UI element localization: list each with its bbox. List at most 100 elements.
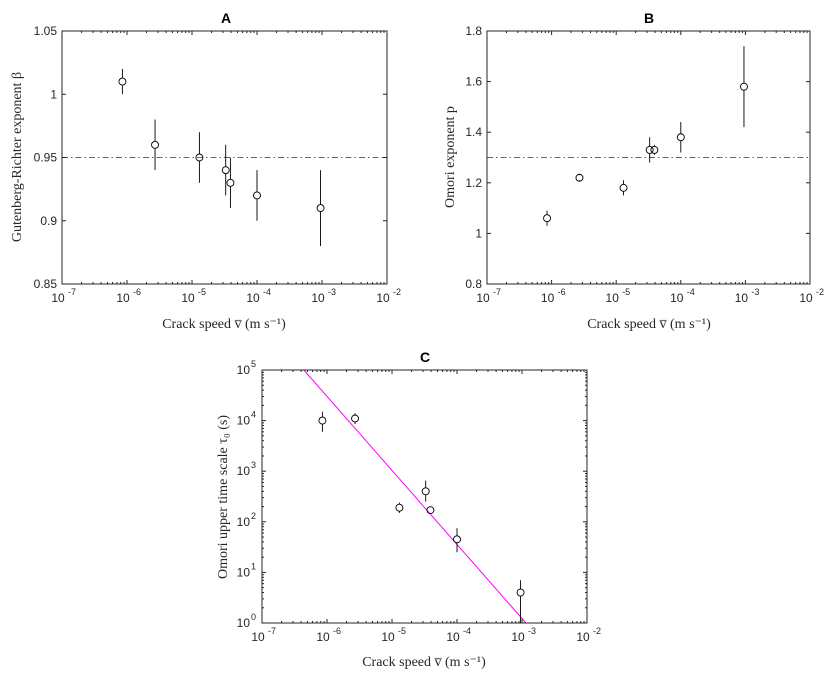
x-tick-exponent: -4 xyxy=(687,287,695,297)
x-tick-label: 10 xyxy=(576,630,590,644)
data-point xyxy=(740,82,748,91)
data-point xyxy=(195,153,204,162)
x-tick-label: 10 xyxy=(476,291,490,305)
data-point xyxy=(426,506,435,515)
data-point xyxy=(351,414,359,423)
panel-a: A 10 -7 10 -6 10 -5 10 -4 10 -3 10 -20.850.90.9511.… xyxy=(10,10,401,332)
data-point xyxy=(650,145,659,154)
data-point xyxy=(619,183,628,192)
y-tick-label: 0.85 xyxy=(34,277,58,291)
data-point xyxy=(318,416,327,425)
data-point xyxy=(221,166,230,175)
x-tick-exponent: -5 xyxy=(198,287,206,297)
x-tick-label: 10 xyxy=(116,291,130,305)
data-point xyxy=(395,503,404,512)
panel-b: B 10 -7 10 -6 10 -5 10 -4 10 -3 10 -20.811.21.41.61… xyxy=(443,10,824,332)
panel-a-title: A xyxy=(221,10,231,26)
data-point xyxy=(118,77,127,86)
x-tick-exponent: -6 xyxy=(333,626,341,636)
y-tick-exponent: 4 xyxy=(251,410,256,420)
x-tick-label: 10 xyxy=(799,291,813,305)
x-tick-label: 10 xyxy=(735,291,749,305)
y-tick-label: 1 xyxy=(50,87,57,101)
y-tick-label: 10 xyxy=(237,515,251,529)
x-tick-exponent: -4 xyxy=(263,287,271,297)
data-point xyxy=(676,133,685,142)
y-tick-label: 1.6 xyxy=(465,75,482,89)
x-tick-label: 10 xyxy=(670,291,684,305)
data-point xyxy=(151,140,159,149)
panel-c-xlabel: Crack speed v̅ (m s⁻¹) xyxy=(362,655,486,670)
data-point xyxy=(516,588,525,597)
y-tick-label: 1.05 xyxy=(34,24,58,38)
y-tick-label: 0.9 xyxy=(40,214,57,228)
y-tick-exponent: 0 xyxy=(251,612,256,622)
x-tick-exponent: -7 xyxy=(268,626,276,636)
y-tick-label: 1.8 xyxy=(465,24,482,38)
x-tick-exponent: -5 xyxy=(622,287,630,297)
panel-b-xlabel: Crack speed v̅ (m s⁻¹) xyxy=(587,317,711,332)
panel-c-title: C xyxy=(420,349,430,365)
panel-b-ylabel: Omori exponent p xyxy=(443,106,458,208)
x-tick-exponent: -7 xyxy=(68,287,76,297)
panel-c: C 10 -7 10 -6 10 -5 10 -4 10 -3 10 -210 010 110 210 310… xyxy=(216,349,601,670)
y-tick-label: 1.2 xyxy=(465,176,482,190)
data-point xyxy=(575,173,584,182)
x-tick-label: 10 xyxy=(246,291,260,305)
y-tick-exponent: 1 xyxy=(251,561,256,571)
y-tick-label: 10 xyxy=(237,616,251,630)
x-tick-label: 10 xyxy=(511,630,525,644)
x-tick-exponent: -4 xyxy=(463,626,471,636)
y-tick-label: 10 xyxy=(237,464,251,478)
panel-a-ylabel: Gutenberg-Richter exponent β xyxy=(10,72,25,242)
data-point xyxy=(226,178,235,187)
x-tick-exponent: -3 xyxy=(751,287,759,297)
panel-a-xlabel: Crack speed v̅ (m s⁻¹) xyxy=(162,317,286,332)
x-tick-exponent: -2 xyxy=(816,287,824,297)
x-tick-label: 10 xyxy=(606,291,620,305)
x-tick-exponent: -6 xyxy=(133,287,141,297)
x-tick-label: 10 xyxy=(446,630,460,644)
data-point xyxy=(421,487,430,496)
data-point xyxy=(253,191,261,200)
x-tick-exponent: -2 xyxy=(593,626,601,636)
panel-b-title: B xyxy=(644,10,654,26)
data-point xyxy=(543,214,551,223)
data-point xyxy=(316,204,325,213)
x-tick-label: 10 xyxy=(316,630,330,644)
panel-c-axes xyxy=(261,369,588,624)
data-point xyxy=(645,145,654,154)
y-tick-label: 0.8 xyxy=(465,277,482,291)
y-tick-label: 1 xyxy=(475,226,482,240)
panel-b-axes xyxy=(486,30,811,285)
panel-b-plot: 10 -7 10 -6 10 -5 10 -4 10 -3 10 -20.811.21.41.61.8 xyxy=(465,24,824,305)
reference-line xyxy=(303,370,527,623)
y-tick-label: 10 xyxy=(237,414,251,428)
x-tick-label: 10 xyxy=(376,291,390,305)
x-tick-exponent: -3 xyxy=(528,626,536,636)
y-tick-label: 0.95 xyxy=(34,151,58,165)
data-point xyxy=(453,535,461,544)
panel-a-axes xyxy=(61,30,388,285)
x-tick-label: 10 xyxy=(251,630,265,644)
x-tick-label: 10 xyxy=(311,291,325,305)
y-tick-exponent: 3 xyxy=(251,460,256,470)
x-tick-label: 10 xyxy=(51,291,65,305)
y-tick-exponent: 5 xyxy=(251,359,256,369)
panel-c-ylabel: Omori upper time scale τ₀ (s) xyxy=(216,415,231,579)
x-tick-exponent: -5 xyxy=(398,626,406,636)
x-tick-exponent: -6 xyxy=(558,287,566,297)
x-tick-label: 10 xyxy=(181,291,195,305)
x-tick-label: 10 xyxy=(541,291,555,305)
y-tick-exponent: 2 xyxy=(251,511,256,521)
x-tick-exponent: -3 xyxy=(328,287,336,297)
y-tick-label: 1.4 xyxy=(465,125,482,139)
x-tick-exponent: -2 xyxy=(393,287,401,297)
x-tick-exponent: -7 xyxy=(493,287,501,297)
y-tick-label: 10 xyxy=(237,363,251,377)
x-tick-label: 10 xyxy=(381,630,395,644)
y-tick-label: 10 xyxy=(237,565,251,579)
panel-c-plot: 10 -7 10 -6 10 -5 10 -4 10 -3 10 -210 010 110 210 310 41… xyxy=(237,359,601,644)
